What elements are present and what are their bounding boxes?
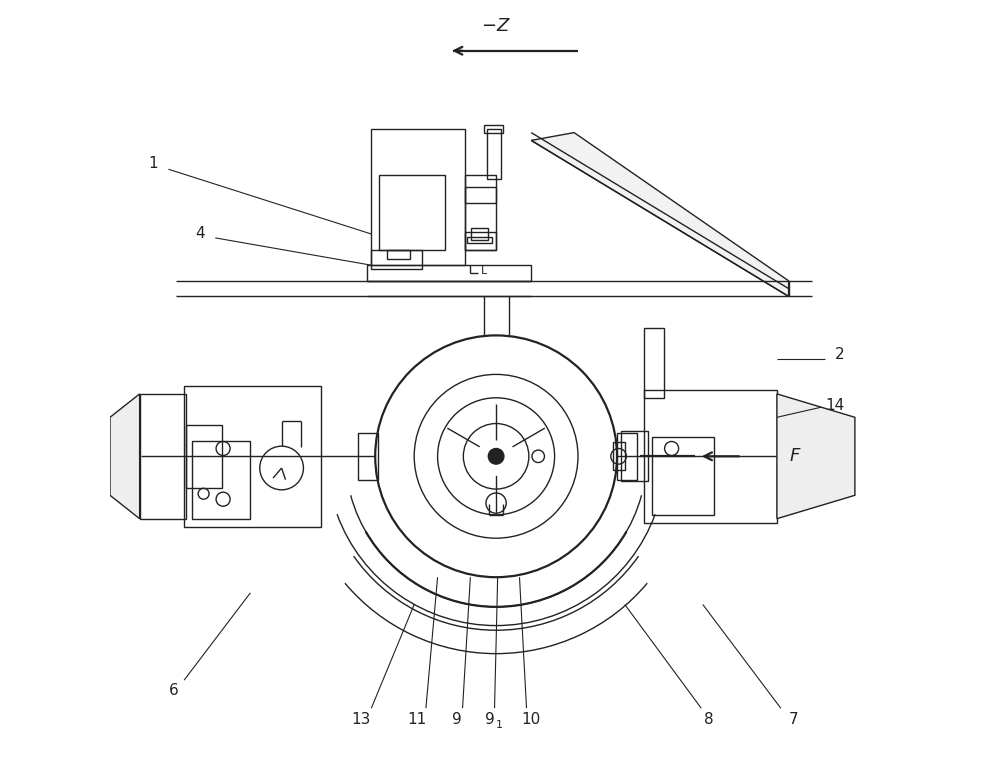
Bar <box>184 386 321 526</box>
Text: $F$: $F$ <box>789 447 801 466</box>
Text: 8: 8 <box>704 711 714 727</box>
Text: 1: 1 <box>496 720 503 729</box>
Text: $-Z$: $-Z$ <box>481 17 511 35</box>
Bar <box>613 442 625 470</box>
Text: 2: 2 <box>834 347 844 363</box>
Bar <box>192 441 250 519</box>
Text: 10: 10 <box>522 711 541 727</box>
Bar <box>367 265 531 281</box>
Text: 13: 13 <box>351 711 371 727</box>
Bar <box>471 228 488 240</box>
Bar <box>465 187 496 203</box>
Bar <box>621 431 648 481</box>
Polygon shape <box>777 394 855 519</box>
Text: 4: 4 <box>195 226 205 242</box>
Bar <box>617 433 637 480</box>
Bar <box>387 250 410 259</box>
Text: L: L <box>480 267 487 276</box>
Text: 14: 14 <box>826 398 845 413</box>
Bar <box>465 176 496 250</box>
Text: 9: 9 <box>485 711 495 727</box>
Bar <box>371 129 465 265</box>
Text: 9: 9 <box>452 711 462 727</box>
Bar <box>644 390 777 523</box>
Text: 11: 11 <box>407 711 426 727</box>
Bar <box>652 437 714 515</box>
Polygon shape <box>110 394 140 519</box>
Text: 7: 7 <box>789 711 799 727</box>
Bar <box>644 328 664 398</box>
Bar <box>358 433 378 480</box>
Bar <box>186 425 222 488</box>
Circle shape <box>488 448 504 464</box>
Text: 6: 6 <box>169 682 179 698</box>
Polygon shape <box>531 133 789 296</box>
Bar <box>487 129 501 179</box>
Bar <box>467 237 492 243</box>
Text: 1: 1 <box>148 156 158 172</box>
Bar <box>465 232 496 250</box>
Bar <box>484 125 503 133</box>
Bar <box>140 394 186 519</box>
Bar <box>371 250 422 269</box>
Bar <box>379 176 445 250</box>
